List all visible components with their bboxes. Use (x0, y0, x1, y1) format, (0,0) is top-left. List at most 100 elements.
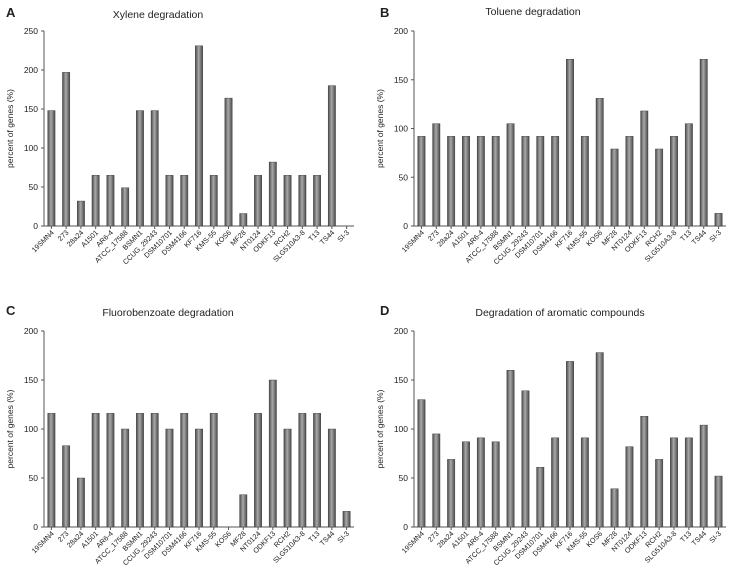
bar (239, 494, 248, 528)
x-tick-label: 19SMN4 (30, 529, 56, 555)
bar (714, 213, 723, 227)
panel-a: A Xylene degradation percent of genes (%) 0… (5, 5, 354, 266)
bar (432, 123, 441, 227)
bar (47, 413, 56, 528)
bar (655, 148, 664, 227)
y-tick-label: 100 (24, 424, 38, 434)
x-tick-label: TS44 (318, 529, 337, 548)
bar (417, 136, 426, 227)
chart-title: Toluene degradation (485, 6, 580, 18)
y-tick-label: 200 (394, 26, 408, 36)
bar (476, 437, 485, 528)
bar (283, 175, 292, 227)
x-tick-label: 19SMN4 (30, 228, 56, 254)
bar (77, 200, 85, 227)
bar (476, 136, 485, 227)
y-tick-label: 0 (403, 221, 408, 231)
y-tick-label: 200 (394, 326, 408, 336)
bar (165, 175, 174, 227)
panel-letter: B (380, 5, 389, 20)
panel-letter: A (6, 5, 16, 20)
y-tick-label: 0 (403, 522, 408, 532)
x-tick-label: SI-3 (335, 529, 351, 545)
y-tick-label: 200 (24, 326, 38, 336)
bar (150, 413, 159, 528)
bar (121, 428, 130, 528)
bar (462, 136, 470, 227)
bar (491, 136, 500, 227)
y-tick-label: 0 (33, 221, 38, 231)
bar (536, 467, 545, 528)
bar (209, 175, 218, 227)
bar (254, 413, 262, 528)
bar (610, 488, 619, 528)
bar (551, 437, 560, 528)
bar (432, 433, 441, 528)
bar (610, 148, 619, 227)
bar (283, 428, 292, 528)
panel-letter: D (380, 303, 389, 318)
chart-title: Fluorobenzoate degradation (102, 307, 234, 319)
bar (180, 175, 189, 227)
panel-b: B Toluene degradation percent of genes (%)… (375, 5, 726, 266)
bar (195, 428, 203, 528)
y-axis-label: percent of genes (%) (375, 89, 385, 168)
y-tick-label: 150 (394, 375, 408, 385)
bar (506, 123, 515, 227)
y-tick-label: 150 (24, 375, 38, 385)
x-tick-label: KOS6 (584, 228, 604, 248)
bar (313, 175, 321, 227)
bar (224, 97, 233, 227)
y-tick-label: 50 (29, 473, 39, 483)
bar (580, 136, 589, 227)
bar (313, 413, 321, 528)
bar (77, 477, 85, 528)
bar (195, 45, 203, 227)
bar (62, 445, 71, 528)
bar (491, 441, 500, 528)
y-axis-label: percent of genes (%) (375, 389, 385, 468)
bar (62, 72, 71, 227)
x-tick-label: TS44 (690, 529, 709, 548)
bar (521, 136, 530, 227)
panel-c: C Fluorobenzoate degradation percent of ge… (5, 303, 354, 567)
bar (551, 136, 560, 227)
bar (625, 446, 634, 528)
bar (625, 136, 634, 227)
bar (536, 136, 545, 227)
y-tick-label: 0 (33, 522, 38, 532)
bar (106, 413, 115, 528)
bar (640, 110, 649, 227)
bar (699, 59, 708, 227)
bar (268, 379, 277, 528)
bar (327, 85, 336, 227)
x-tick-label: KOS6 (213, 228, 233, 248)
y-axis-label: percent of genes (%) (5, 389, 15, 468)
bar (239, 213, 248, 227)
y-tick-label: 50 (399, 172, 409, 182)
x-tick-label: TS44 (318, 228, 337, 247)
bar (417, 399, 426, 528)
x-tick-label: SI-3 (707, 228, 723, 244)
bar (298, 413, 307, 528)
bar (684, 123, 693, 227)
bar (254, 175, 262, 227)
bar (91, 175, 100, 227)
bar (165, 428, 174, 528)
bar (106, 175, 115, 227)
y-tick-label: 200 (24, 65, 38, 75)
bar (447, 136, 456, 227)
y-tick-label: 50 (29, 182, 39, 192)
x-tick-label: KOS6 (584, 529, 604, 549)
bar (298, 175, 307, 227)
bar (684, 437, 693, 528)
bar (462, 441, 470, 528)
bar (342, 511, 351, 528)
bar (521, 390, 530, 528)
bar (209, 413, 218, 528)
bar (699, 424, 708, 528)
chart-title: Degradation of aromatic compounds (475, 307, 644, 319)
y-tick-label: 100 (394, 124, 408, 134)
bar (136, 413, 144, 528)
bar (595, 352, 604, 528)
